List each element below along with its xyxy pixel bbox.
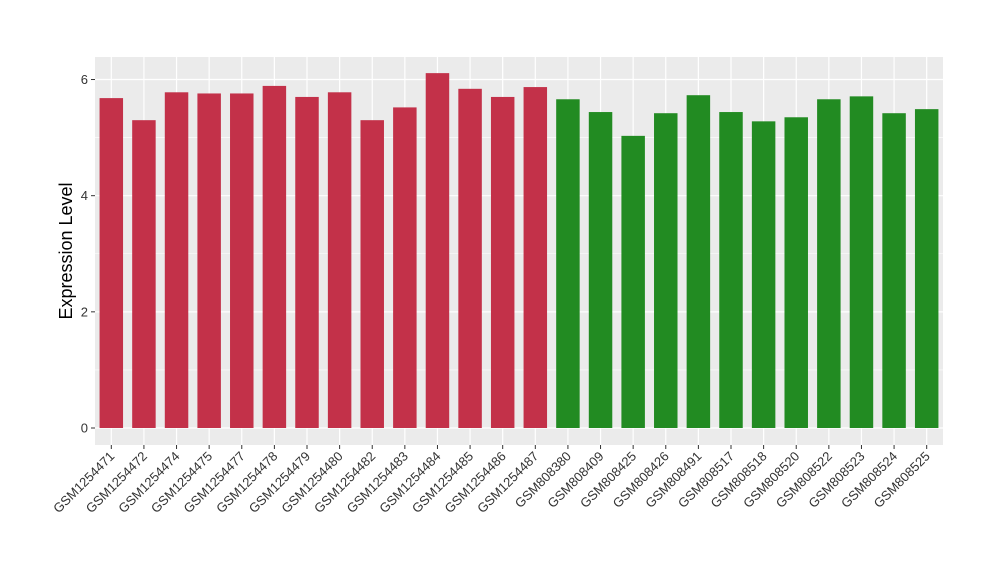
bar-GSM1254474 [164,92,189,428]
bar-GSM808518 [751,121,776,429]
bar-GSM1254479 [295,96,319,428]
bar-GSM808491 [686,95,711,428]
bar-GSM1254478 [262,85,287,428]
bar-GSM1254486 [490,96,515,428]
bar-GSM1254485 [458,88,482,428]
y-axis: 0 2 4 6 [81,72,95,436]
x-axis: GSM1254471GSM1254472GSM1254474GSM1254475… [50,445,933,516]
bar-GSM1254477 [230,93,254,428]
bar-GSM1254484 [425,73,450,429]
y-axis-title: Expression Level [56,182,76,319]
y-tick-label: 0 [81,421,88,436]
bar-GSM808425 [621,135,645,428]
bar-GSM808426 [654,113,678,429]
bar-GSM808517 [719,112,743,428]
plot-panel [95,57,943,445]
y-tick-label: 6 [81,72,88,87]
bar-GSM1254480 [327,92,352,428]
bar-GSM808523 [849,96,874,429]
y-tick-label: 2 [81,304,88,319]
bar-GSM1254482 [360,120,384,429]
bar-GSM1254487 [523,87,548,428]
bar-GSM808380 [556,99,580,428]
bar-GSM808409 [588,112,613,428]
bars [99,73,939,429]
bar-GSM808525 [914,109,939,428]
bar-GSM1254471 [99,98,124,429]
bar-GSM1254472 [132,120,156,429]
bar-GSM808522 [817,99,841,428]
bar-GSM1254483 [393,107,417,428]
bar-GSM808520 [784,117,808,428]
bar-GSM1254475 [197,93,221,428]
bar-GSM808524 [882,113,906,429]
y-tick-label: 4 [81,188,88,203]
